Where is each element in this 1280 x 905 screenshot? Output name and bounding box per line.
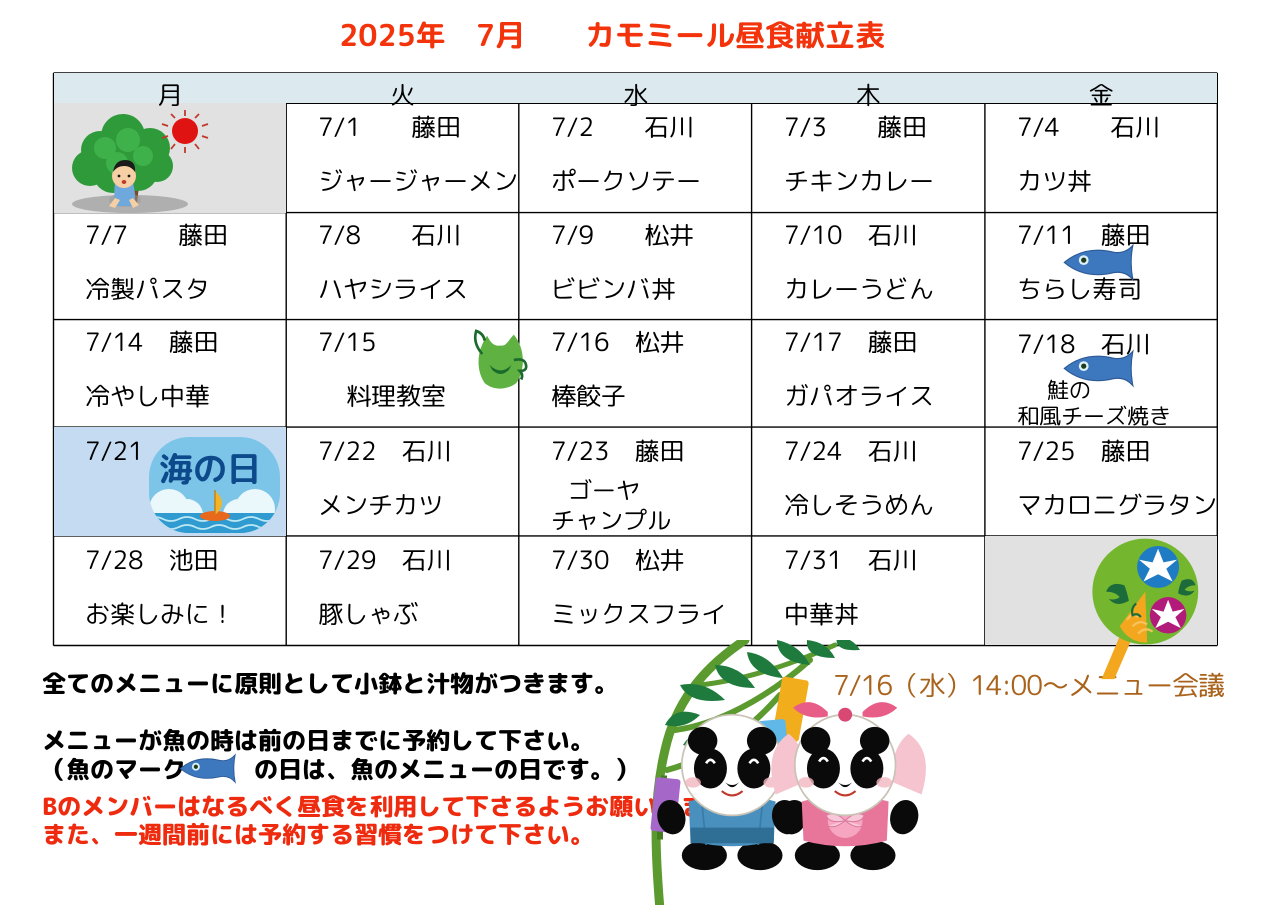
svg-text:海の日: 海の日: [159, 444, 261, 492]
